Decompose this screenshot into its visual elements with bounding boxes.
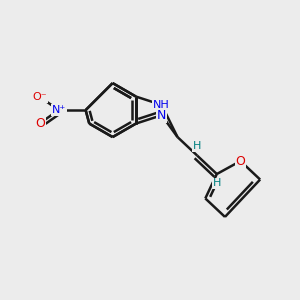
Text: O: O <box>35 117 45 130</box>
Text: O⁻: O⁻ <box>33 92 47 102</box>
Text: N⁺: N⁺ <box>52 105 66 115</box>
Text: H: H <box>193 141 201 151</box>
Text: N: N <box>157 109 166 122</box>
Text: O: O <box>236 154 245 167</box>
Text: H: H <box>213 178 221 188</box>
Text: NH: NH <box>153 100 170 110</box>
